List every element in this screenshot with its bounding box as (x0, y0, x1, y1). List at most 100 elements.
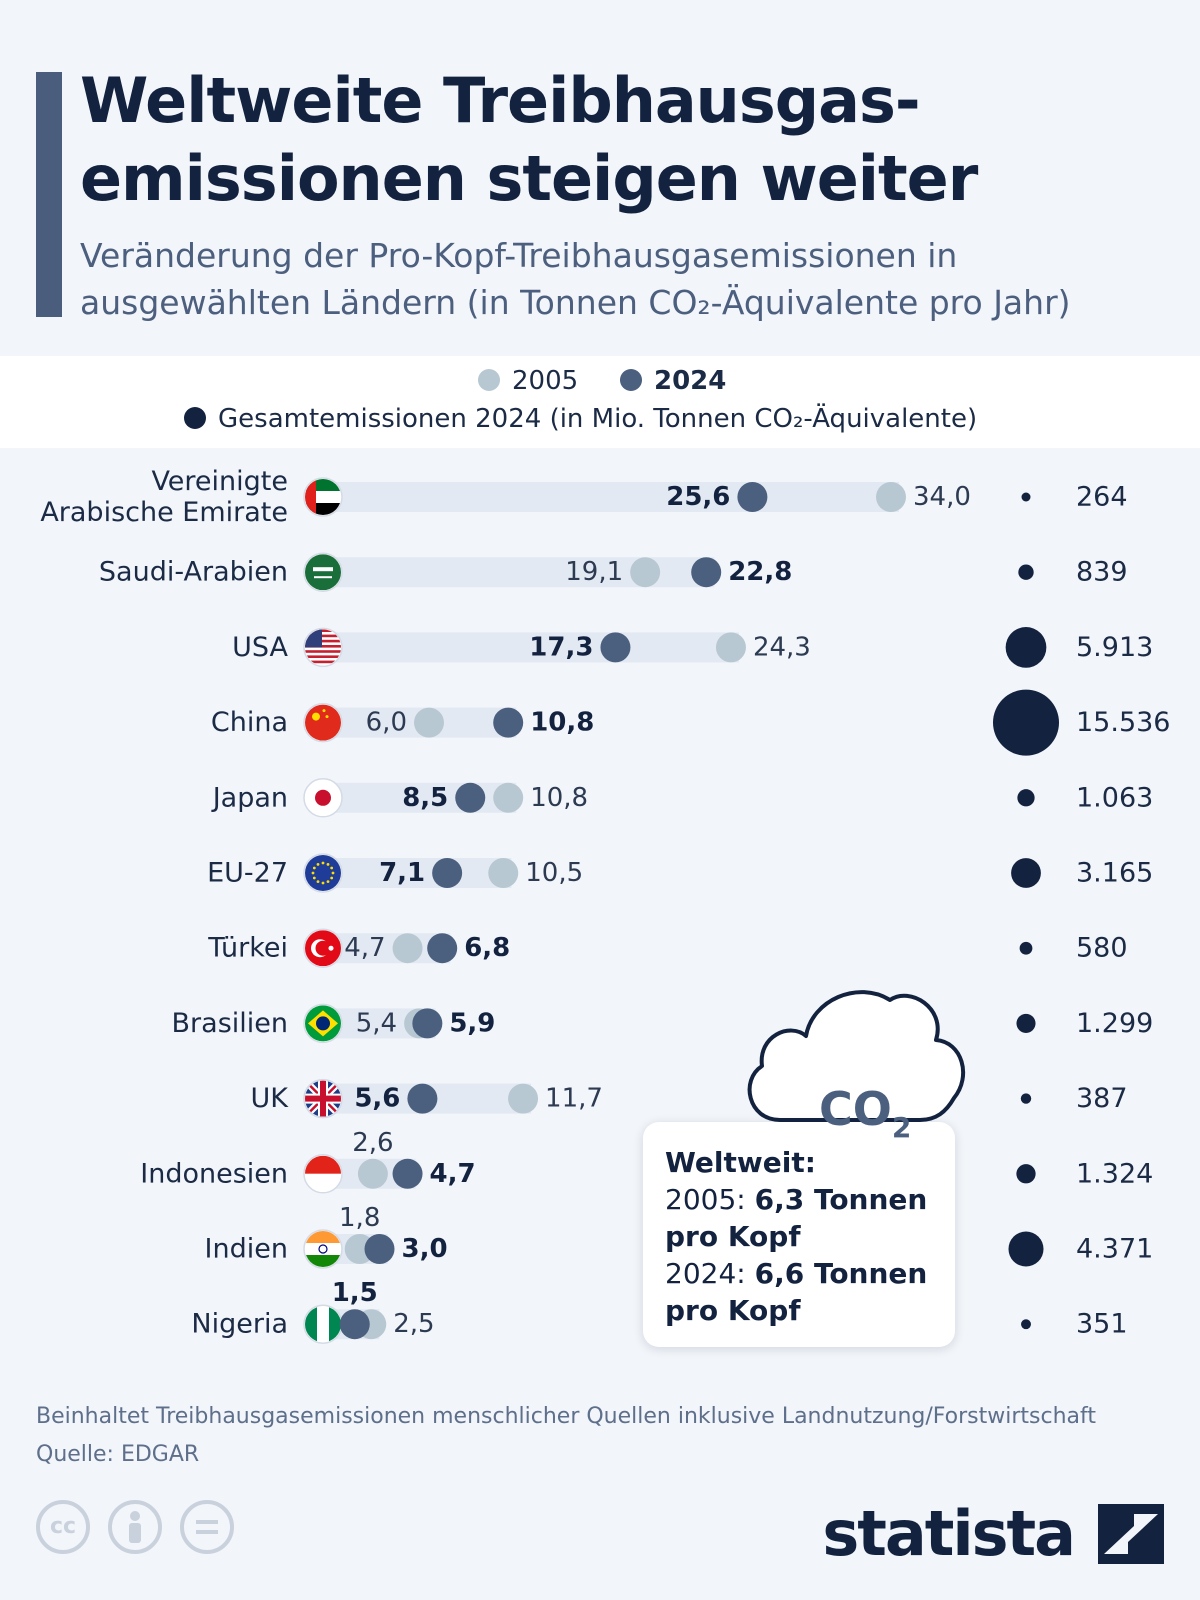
legend-item-2024: 2024 (620, 366, 726, 396)
dot-2005 (488, 858, 519, 888)
legend-dot-2024 (620, 369, 642, 391)
world-note-text: Weltweit: 2005: 6,3 Tonnen pro Kopf 2024… (665, 1144, 927, 1329)
country-label: Brasilien (172, 1008, 288, 1039)
dot-2024 (432, 858, 463, 888)
value-2005-label: 2,6 (352, 1128, 393, 1158)
co2-subscript: 2 (891, 1111, 912, 1144)
total-emissions-dot (1008, 1231, 1044, 1267)
dot-2005 (357, 1158, 388, 1189)
value-2005-label: 10,5 (525, 858, 583, 888)
chart-subtitle: Veränderung der Pro-Kopf-Treibhausgasemi… (80, 236, 1071, 322)
value-2005-label: 24,3 (753, 632, 811, 662)
value-2005-label: 19,1 (565, 557, 623, 587)
legend-label-2005: 2005 (512, 366, 579, 396)
cloud-co2-icon (747, 990, 965, 1122)
dot-2024 (455, 782, 486, 813)
row-track (330, 632, 739, 663)
value-2005-label: 1,8 (339, 1203, 380, 1233)
total-emissions-dot (1011, 858, 1041, 888)
total-emissions-label: 264 (1076, 482, 1128, 513)
total-emissions-label: 1.299 (1076, 1008, 1153, 1039)
dot-2005 (715, 632, 746, 663)
co2-label: CO2 (819, 1082, 911, 1144)
statista-mark-icon (1098, 1504, 1164, 1564)
dot-2024 (412, 1008, 443, 1039)
dot-2005 (876, 482, 906, 512)
country-label: Japan (211, 782, 288, 813)
note-line2-tail: pro Kopf (665, 1294, 801, 1327)
total-emissions-dot (1017, 789, 1035, 807)
note-line2-value: 6,6 Tonnen (754, 1257, 928, 1290)
value-2024-label: 17,3 (529, 632, 593, 662)
value-2024-label: 22,8 (728, 557, 792, 587)
eu-flag-graphic (305, 855, 341, 891)
nigeria-flag-graphic (305, 1306, 341, 1343)
value-2005-label: 11,7 (545, 1084, 603, 1114)
chart-title: Weltweite Treibhausgas-emissionen steige… (80, 64, 978, 215)
japan-flag-graphic (305, 779, 341, 816)
country-label: UK (251, 1083, 290, 1114)
legend-dot-total (184, 407, 206, 429)
nd-icon[interactable] (180, 1500, 234, 1554)
total-emissions-label: 351 (1076, 1309, 1128, 1340)
note-line1-tail: pro Kopf (665, 1220, 801, 1253)
country-label: EU-27 (207, 858, 288, 889)
total-emissions-label: 839 (1076, 557, 1128, 588)
brazil-flag-graphic (305, 1005, 341, 1042)
dot-2024 (339, 1309, 370, 1340)
total-emissions-dot (1016, 1164, 1036, 1184)
legend-item-2005: 2005 (478, 366, 578, 396)
total-emissions-dot (1021, 492, 1031, 502)
by-icon[interactable] (108, 1500, 162, 1554)
value-2005-label: 2,5 (393, 1309, 434, 1339)
china-flag-graphic (305, 704, 341, 741)
logo-text: statista (822, 1497, 1076, 1570)
value-2024-label: 10,8 (530, 708, 594, 738)
country-label: Indonesien (140, 1158, 288, 1189)
dot-2024 (493, 707, 524, 738)
dot-plot: Vereinigte Arabische Emirate 25,6 34,0 264Sa… (40, 466, 1170, 1344)
dot-2005 (630, 557, 661, 588)
country-label: Vereinigte Arabische Emirate (40, 466, 288, 528)
dot-2005 (493, 782, 524, 813)
total-emissions-dot (1021, 1319, 1031, 1330)
value-2024-label: 5,9 (449, 1008, 495, 1038)
value-2005-label: 5,4 (356, 1008, 397, 1038)
country-label: USA (232, 632, 288, 663)
value-2024-label: 3,0 (402, 1234, 448, 1264)
indonesia-flag-graphic (305, 1155, 341, 1192)
total-emissions-label: 580 (1076, 933, 1128, 964)
row-track (330, 482, 899, 512)
note-line1-value: 6,3 Tonnen (754, 1183, 928, 1216)
value-2005-label: 4,7 (344, 933, 385, 963)
country-label: Saudi-Arabien (99, 557, 288, 588)
legend-label-total: Gesamtemissionen 2024 (in Mio. Tonnen CO… (218, 404, 978, 434)
dot-2024 (691, 557, 722, 588)
total-emissions-label: 1.063 (1076, 782, 1153, 813)
dot-2024 (407, 1083, 438, 1114)
total-emissions-dot (1005, 627, 1047, 668)
country-label: Nigeria (191, 1309, 288, 1340)
total-emissions-label: 3.165 (1076, 858, 1153, 889)
legend-dot-2005 (478, 369, 500, 391)
dot-2024 (737, 482, 768, 512)
footnote: Beinhaltet Treibhausgasemissionen mensch… (36, 1398, 1096, 1474)
total-emissions-label: 15.536 (1076, 707, 1170, 738)
world-note-box: CO2 Weltweit: 2005: 6,3 Tonnen pro Kopf … (643, 1082, 955, 1347)
country-label: China (211, 707, 288, 738)
total-emissions-dot (1019, 941, 1033, 955)
value-2005-label: 34,0 (913, 482, 971, 512)
uae-flag-graphic (305, 479, 341, 515)
dot-2024 (427, 933, 458, 964)
total-emissions-dot (1018, 564, 1034, 580)
total-emissions-label: 387 (1076, 1083, 1128, 1114)
saudi-flag-graphic (305, 554, 341, 591)
source-text: Quelle: EDGAR (36, 1442, 200, 1467)
country-label: Türkei (207, 933, 288, 964)
country-label: Indien (205, 1234, 288, 1265)
cc-icon[interactable]: cc (36, 1500, 90, 1554)
title-accent-bar (36, 72, 62, 317)
legend-item-total: Gesamtemissionen 2024 (in Mio. Tonnen CO… (184, 404, 977, 434)
value-2024-label: 8,5 (402, 783, 448, 813)
dot-2024 (600, 632, 631, 663)
